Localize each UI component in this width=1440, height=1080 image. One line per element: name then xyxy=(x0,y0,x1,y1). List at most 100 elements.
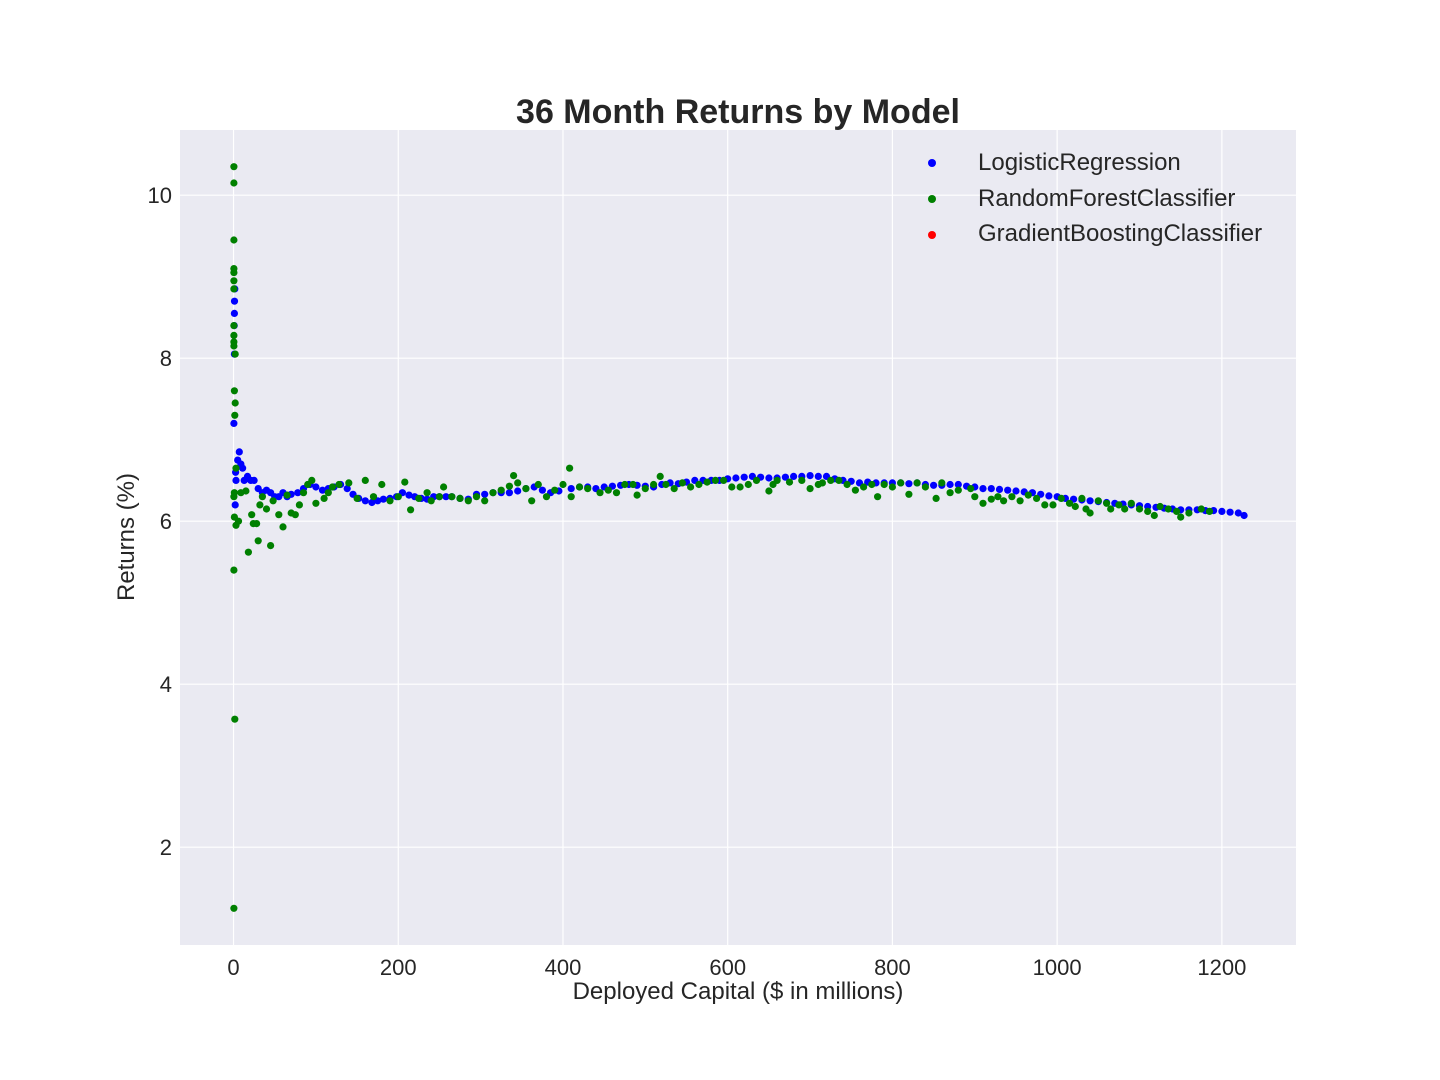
data-point xyxy=(905,480,913,488)
data-point xyxy=(231,399,239,407)
data-point xyxy=(913,479,921,487)
data-point xyxy=(946,489,954,497)
data-point xyxy=(231,411,239,419)
data-point xyxy=(235,448,243,456)
data-point xyxy=(230,285,238,293)
data-point xyxy=(353,494,361,502)
data-point xyxy=(258,493,266,501)
data-point xyxy=(720,476,728,484)
data-point xyxy=(1065,499,1074,507)
data-point xyxy=(394,493,402,501)
data-point xyxy=(843,480,851,489)
data-point xyxy=(1004,486,1012,494)
x-tick-label: 1200 xyxy=(1197,955,1246,980)
data-point xyxy=(1016,497,1024,505)
data-point xyxy=(880,480,888,489)
data-point xyxy=(534,480,542,489)
data-point xyxy=(1164,505,1172,513)
data-point xyxy=(1086,509,1094,517)
legend-label: RandomForestClassifier xyxy=(978,185,1235,212)
data-point xyxy=(641,485,649,493)
data-point xyxy=(423,489,431,497)
y-tick-label: 6 xyxy=(160,509,172,534)
data-point xyxy=(230,904,238,912)
data-point xyxy=(343,485,351,493)
data-point xyxy=(328,483,336,491)
data-point xyxy=(551,486,559,494)
data-point xyxy=(345,479,353,487)
data-point xyxy=(1049,501,1057,509)
data-point xyxy=(806,485,814,493)
plot-area xyxy=(180,130,1296,945)
data-point xyxy=(1218,507,1226,515)
data-point xyxy=(368,498,376,507)
data-point xyxy=(514,479,522,487)
data-point xyxy=(472,493,481,501)
legend-entry-gradientboostingclassifier[interactable]: GradientBoostingClassifier xyxy=(928,220,1262,247)
data-point xyxy=(435,493,443,501)
data-point xyxy=(239,464,247,472)
data-point xyxy=(262,505,271,513)
data-point xyxy=(505,482,513,490)
x-tick-label: 400 xyxy=(545,955,582,980)
data-point xyxy=(736,483,744,491)
data-point xyxy=(1185,509,1193,517)
data-point xyxy=(752,476,761,484)
data-point xyxy=(621,480,629,489)
data-point xyxy=(299,489,308,497)
data-point xyxy=(254,537,262,545)
data-point xyxy=(798,476,806,484)
data-point xyxy=(230,566,238,574)
data-point xyxy=(740,473,748,481)
data-point xyxy=(232,476,240,484)
series-randomforestclassifier xyxy=(230,163,1214,912)
data-point xyxy=(528,497,536,505)
data-point xyxy=(575,483,584,491)
data-point xyxy=(656,472,664,480)
data-point xyxy=(1107,505,1115,513)
data-point xyxy=(687,483,695,491)
data-point xyxy=(231,501,239,509)
data-point xyxy=(678,479,687,487)
data-point xyxy=(324,489,332,497)
data-point xyxy=(1121,505,1129,513)
data-point xyxy=(946,480,954,489)
data-point xyxy=(765,487,773,495)
data-point xyxy=(308,476,316,484)
data-point xyxy=(505,489,513,497)
x-tick-label: 1000 xyxy=(1033,955,1082,980)
data-point xyxy=(256,501,264,509)
data-point xyxy=(835,476,843,484)
data-point xyxy=(456,494,464,502)
legend-entry-randomforestclassifier[interactable]: RandomForestClassifier xyxy=(928,185,1235,212)
data-point xyxy=(291,511,299,519)
data-point xyxy=(230,297,239,305)
data-point xyxy=(567,485,575,493)
data-point xyxy=(230,269,238,277)
data-point xyxy=(905,490,913,498)
data-point xyxy=(888,483,897,491)
data-point xyxy=(522,485,530,493)
data-point xyxy=(744,480,752,489)
data-point xyxy=(361,476,369,484)
data-point xyxy=(711,476,720,484)
data-point xyxy=(481,490,489,498)
data-point xyxy=(269,497,277,505)
data-point xyxy=(1008,493,1016,501)
data-point xyxy=(932,494,940,502)
data-point xyxy=(790,472,798,480)
x-tick-label: 0 xyxy=(227,955,239,980)
data-point xyxy=(464,497,472,505)
data-point xyxy=(1000,497,1008,505)
data-point xyxy=(1144,507,1152,515)
data-point xyxy=(954,486,962,494)
data-point xyxy=(361,497,369,505)
data-point xyxy=(1150,511,1158,520)
data-points xyxy=(230,163,1248,912)
data-point xyxy=(695,480,703,489)
data-point xyxy=(773,476,781,484)
legend-entry-logisticregression[interactable]: LogisticRegression xyxy=(928,149,1181,176)
y-tick-label: 10 xyxy=(148,183,172,208)
data-point xyxy=(440,483,448,491)
